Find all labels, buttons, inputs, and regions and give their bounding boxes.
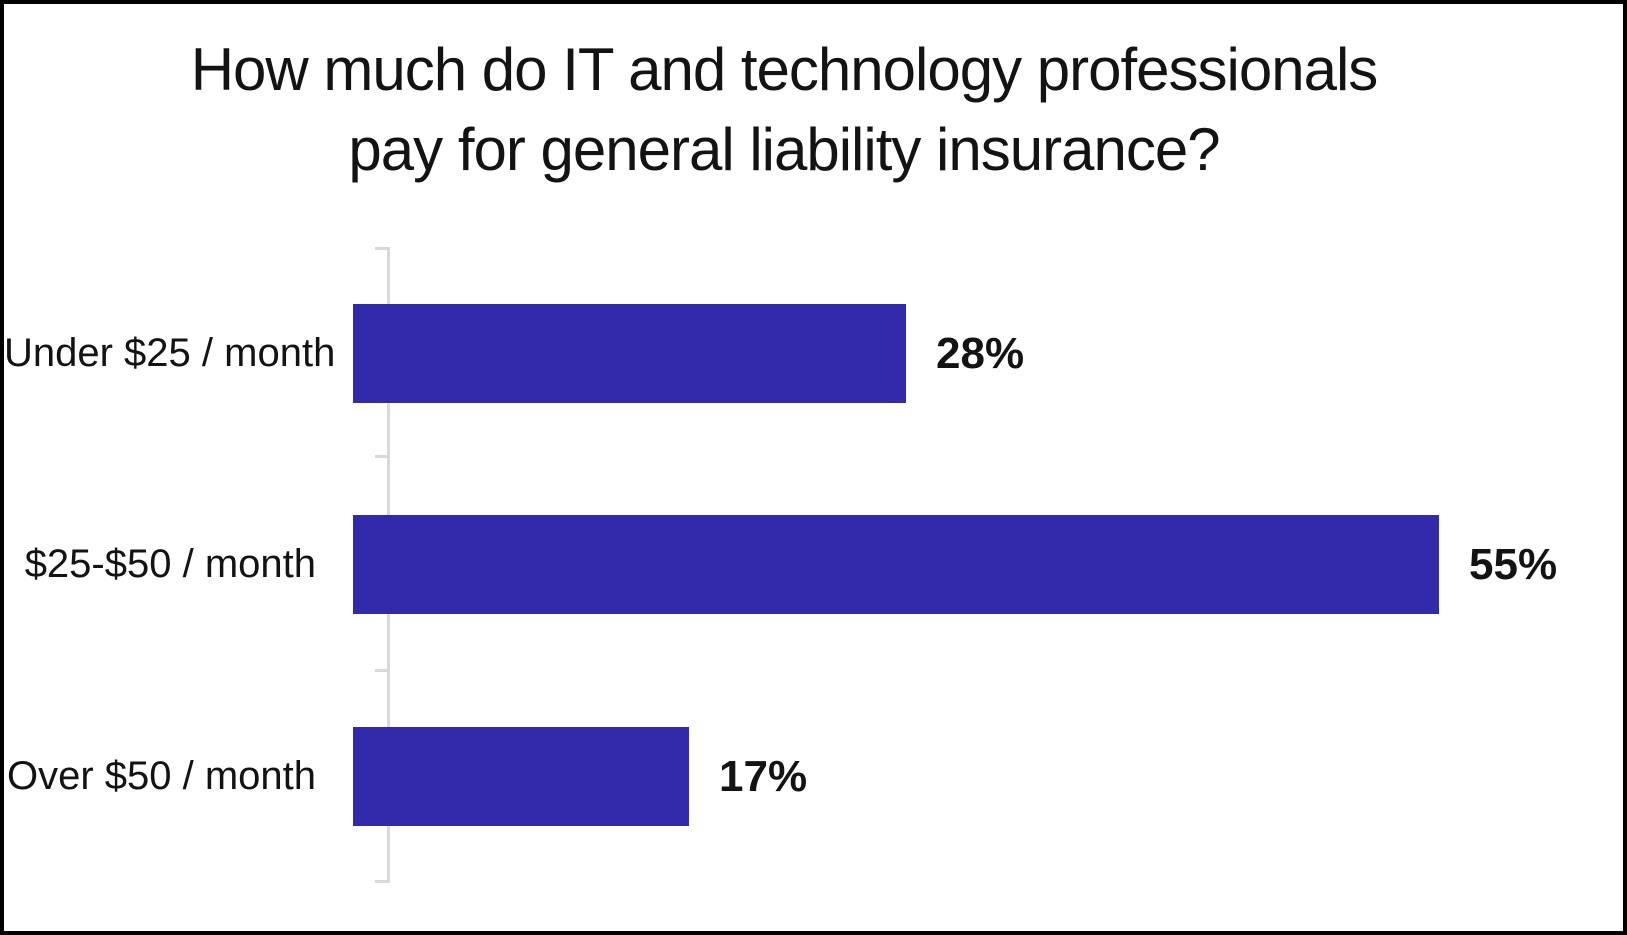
- value-label: 28%: [936, 328, 1025, 378]
- value-label: 17%: [719, 751, 808, 801]
- chart-title-line-2: pay for general liability insurance?: [348, 116, 1220, 183]
- axis-tick: [375, 455, 388, 458]
- category-label: Over $50 / month: [6, 754, 316, 798]
- bar: [353, 304, 906, 403]
- category-label: Under $25 / month: [4, 331, 336, 375]
- bar-row: Over $50 / month 17%: [4, 727, 1623, 826]
- bar: [353, 727, 689, 826]
- category-label: $25-$50 / month: [24, 542, 316, 586]
- value-label: 55%: [1469, 539, 1558, 589]
- chart-title: How much do IT and technology profession…: [4, 30, 1564, 190]
- axis-tick: [375, 669, 388, 672]
- axis-tick: [375, 247, 388, 250]
- bar: [353, 515, 1439, 614]
- chart-title-line-1: How much do IT and technology profession…: [190, 36, 1379, 103]
- bar-row: Under $25 / month 28%: [4, 304, 1623, 403]
- axis-tick: [375, 880, 388, 883]
- bar-row: $25-$50 / month 55%: [4, 515, 1623, 614]
